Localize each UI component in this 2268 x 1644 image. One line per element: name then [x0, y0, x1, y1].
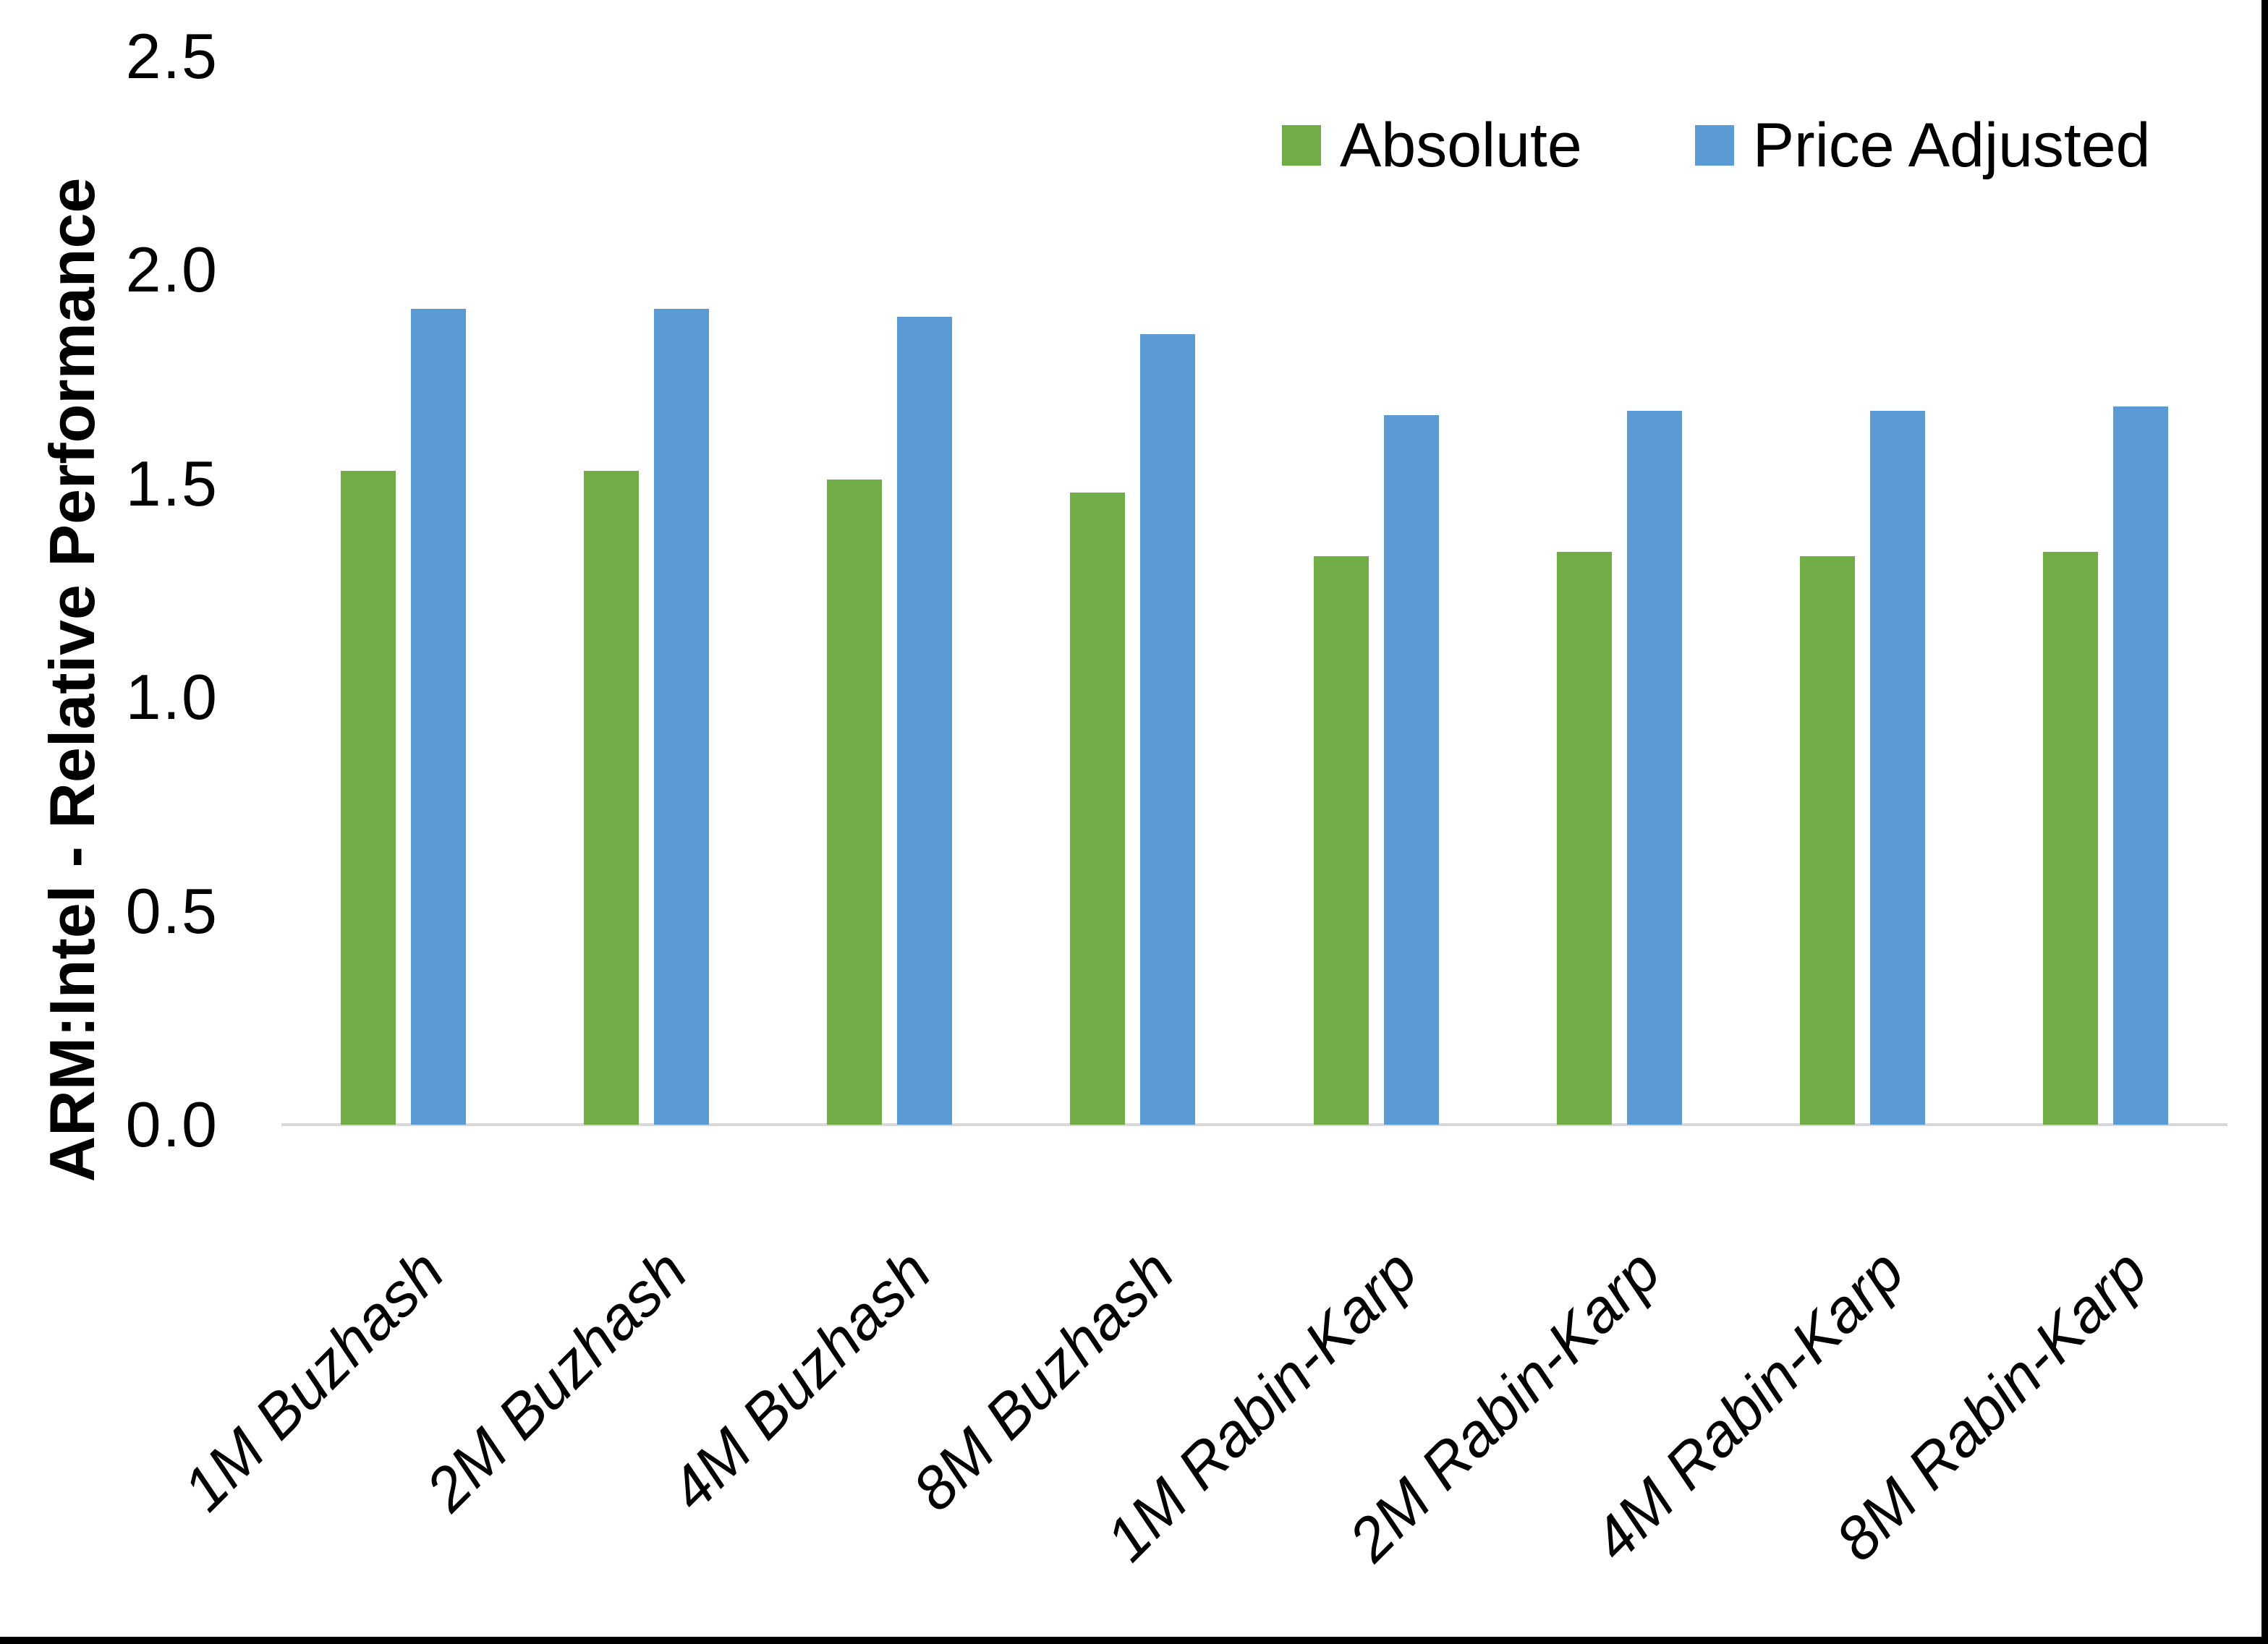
- x-axis-line: [281, 1123, 2227, 1126]
- bar-price-adjusted-8m-buzhash: [1140, 334, 1196, 1125]
- x-category-label-2m-buzhash: 2M Buzhash: [413, 1236, 700, 1524]
- bar-price-adjusted-2m-buzhash: [653, 308, 709, 1125]
- bar-absolute-4m-rabin-karp: [1800, 556, 1856, 1125]
- y-tick-label-1-5: 1.5: [125, 447, 218, 519]
- legend-label-absolute: Absolute: [1340, 111, 1582, 180]
- legend-swatch-price-adjusted: [1694, 125, 1734, 166]
- bar-price-adjusted-4m-rabin-karp: [1870, 411, 1926, 1125]
- bar-absolute-2m-buzhash: [583, 471, 639, 1125]
- bar-price-adjusted-2m-rabin-karp: [1626, 411, 1682, 1125]
- bar-price-adjusted-1m-rabin-karp: [1383, 415, 1439, 1125]
- y-tick-label-2-5: 2.5: [125, 20, 218, 92]
- x-category-label-4m-buzhash: 4M Buzhash: [656, 1236, 943, 1524]
- legend-swatch-absolute: [1282, 125, 1321, 166]
- y-tick-label-0-0: 0.0: [125, 1089, 218, 1160]
- bar-absolute-4m-buzhash: [827, 479, 883, 1125]
- y-tick-label-0-5: 0.5: [125, 874, 218, 947]
- bar-absolute-1m-rabin-karp: [1313, 556, 1369, 1125]
- bar-absolute-8m-rabin-karp: [2043, 552, 2099, 1125]
- legend: Absolute Price Adjusted: [1282, 114, 2150, 176]
- frame-border-bottom: [0, 1637, 2268, 1644]
- bar-price-adjusted-1m-buzhash: [410, 308, 466, 1125]
- bar-absolute-8m-buzhash: [1070, 492, 1126, 1125]
- y-tick-label-2-0: 2.0: [125, 234, 218, 306]
- x-category-label-1m-buzhash: 1M Buzhash: [169, 1236, 457, 1524]
- bar-price-adjusted-4m-buzhash: [897, 317, 953, 1125]
- y-tick-label-1-0: 1.0: [125, 661, 218, 733]
- bar-price-adjusted-8m-rabin-karp: [2113, 406, 2169, 1125]
- frame-border-right: [2261, 0, 2268, 1644]
- bar-absolute-1m-buzhash: [340, 471, 396, 1125]
- legend-label-price-adjusted: Price Adjusted: [1752, 111, 2151, 180]
- bar-absolute-2m-rabin-karp: [1556, 552, 1612, 1125]
